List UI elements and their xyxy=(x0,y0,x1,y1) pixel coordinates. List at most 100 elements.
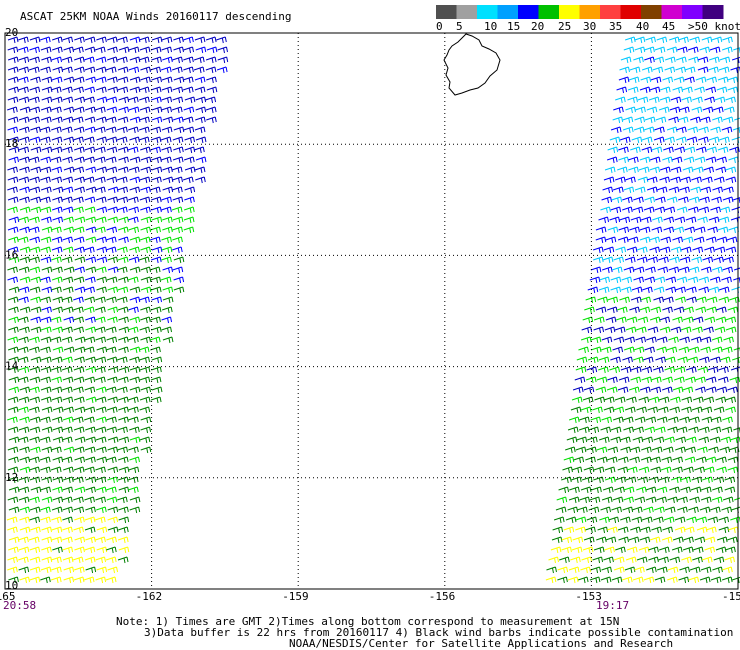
wind-barb xyxy=(151,326,162,334)
wind-barb xyxy=(96,506,107,514)
wind-barb xyxy=(19,156,30,164)
wind-barb xyxy=(698,126,709,134)
wind-barb xyxy=(641,446,652,454)
wind-barb xyxy=(681,556,692,564)
wind-barb xyxy=(52,46,63,54)
wind-barb xyxy=(688,576,700,584)
wind-barb xyxy=(62,36,74,44)
wind-barb xyxy=(614,326,626,334)
plot-frame xyxy=(4,32,739,590)
wind-barb xyxy=(162,176,174,184)
wind-barb xyxy=(19,256,31,264)
wind-barb xyxy=(713,176,725,184)
wind-barb xyxy=(567,506,579,514)
wind-barb xyxy=(686,136,698,144)
wind-barb xyxy=(686,296,697,304)
wind-barb xyxy=(84,196,96,204)
wind-barb xyxy=(7,76,19,84)
wind-barb xyxy=(651,526,662,534)
wind-barb xyxy=(716,536,728,544)
wind-barb xyxy=(161,126,173,134)
wind-barb xyxy=(648,396,660,404)
wind-barb xyxy=(205,36,217,44)
wind-barb xyxy=(678,36,689,44)
wind-barb xyxy=(679,186,690,194)
wind-barb xyxy=(72,556,84,564)
wind-barb xyxy=(73,366,85,374)
wind-barb xyxy=(712,106,724,114)
wind-barb xyxy=(601,416,612,424)
wind-barb xyxy=(705,386,717,394)
wind-barb xyxy=(40,246,51,254)
wind-barb xyxy=(712,116,723,124)
wind-barb xyxy=(652,66,664,74)
wind-barb xyxy=(606,306,618,314)
wind-barb xyxy=(139,126,150,134)
wind-barb xyxy=(675,446,686,454)
wind-barb xyxy=(105,326,117,334)
wind-barb xyxy=(700,346,711,354)
wind-barb xyxy=(40,366,52,374)
wind-barb xyxy=(7,526,18,534)
wind-barb xyxy=(183,106,195,114)
wind-barb xyxy=(603,246,615,254)
wind-barb xyxy=(74,246,85,254)
wind-barb xyxy=(83,576,95,584)
wind-barb xyxy=(18,366,30,374)
wind-barb xyxy=(618,226,630,234)
wind-barb xyxy=(62,146,73,154)
wind-barb xyxy=(616,316,627,324)
wind-barb xyxy=(649,236,660,244)
wind-barb xyxy=(117,256,129,264)
wind-barb xyxy=(729,376,740,384)
wind-barb xyxy=(636,556,648,564)
wind-barb xyxy=(41,426,53,434)
wind-barb xyxy=(633,426,644,434)
wind-barb xyxy=(692,166,704,174)
wind-barb xyxy=(602,186,614,194)
wind-barb xyxy=(599,276,610,284)
wind-barb xyxy=(703,166,714,174)
wind-barb xyxy=(579,496,590,504)
wind-barb xyxy=(708,66,719,74)
wind-barb xyxy=(118,516,130,524)
wind-barb xyxy=(118,326,130,334)
wind-barb xyxy=(696,516,708,524)
wind-barb xyxy=(593,466,605,474)
wind-barb xyxy=(721,576,733,584)
wind-barb xyxy=(206,116,217,124)
wind-barb xyxy=(689,496,700,504)
wind-barb xyxy=(622,206,633,214)
wind-barb xyxy=(629,66,641,74)
wind-barb xyxy=(640,296,651,304)
wind-barb xyxy=(680,176,691,184)
wind-barb xyxy=(663,226,675,234)
wind-barb xyxy=(681,396,693,404)
wind-barb xyxy=(683,306,694,314)
wind-barb xyxy=(663,296,674,304)
wind-barb xyxy=(734,117,740,121)
wind-barb xyxy=(576,356,588,364)
wind-barb xyxy=(117,556,129,564)
wind-barb xyxy=(660,466,672,474)
wind-barb xyxy=(682,86,693,94)
wind-barb xyxy=(74,486,86,494)
wind-barb xyxy=(184,186,196,194)
wind-barb xyxy=(106,546,117,554)
wind-barb xyxy=(662,156,673,164)
wind-barb xyxy=(708,216,720,224)
wind-barb xyxy=(702,476,713,484)
wind-barb xyxy=(140,446,152,454)
lat-label: 16 xyxy=(5,248,18,261)
wind-barb xyxy=(73,496,84,504)
wind-barb xyxy=(577,506,588,514)
wind-barb xyxy=(722,196,734,204)
wind-barb xyxy=(161,316,173,324)
legend-swatch xyxy=(497,5,519,19)
wind-barb xyxy=(173,286,185,294)
wind-barb xyxy=(716,86,728,94)
wind-barb xyxy=(19,246,31,254)
wind-barb xyxy=(716,456,727,464)
wind-barb xyxy=(184,136,196,144)
wind-barb xyxy=(18,96,30,104)
